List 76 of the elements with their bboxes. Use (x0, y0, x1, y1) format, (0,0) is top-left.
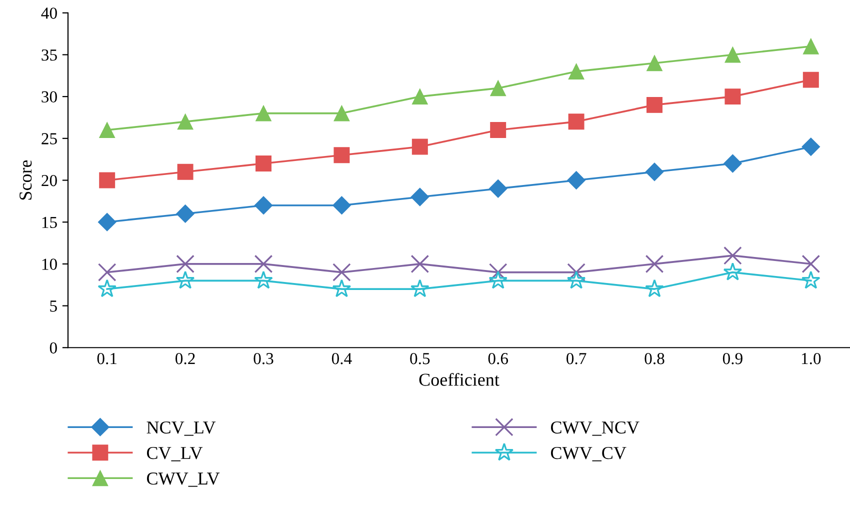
point (645, 162, 664, 182)
point (646, 96, 662, 113)
point (410, 254, 430, 274)
point (254, 196, 273, 215)
point (254, 254, 273, 274)
point (802, 138, 820, 156)
y-tick-label: 25 (42, 133, 57, 144)
point (99, 122, 116, 138)
point (334, 105, 350, 122)
x-tick-label: 0.4 (332, 352, 352, 364)
point (412, 138, 428, 155)
point (334, 147, 350, 164)
y-axis-title: Score (20, 160, 32, 200)
y-tick-label: 5 (50, 300, 57, 312)
point (488, 179, 508, 198)
y-tick-label: 0 (50, 342, 57, 354)
point (98, 263, 116, 282)
point (802, 38, 819, 54)
y-tick-label: 10 (42, 258, 57, 270)
point (177, 164, 194, 180)
legend-label: CV_LV (146, 446, 203, 462)
point (568, 63, 584, 80)
point (724, 88, 741, 105)
x-axis-title: Coefficient (419, 372, 500, 386)
legend-label: CWV_CV (550, 446, 626, 462)
point (98, 279, 117, 298)
x-tick-label: 0.8 (644, 352, 664, 364)
y-tick-label: 30 (42, 91, 57, 103)
point (802, 254, 820, 274)
point (332, 279, 352, 298)
point (802, 72, 819, 88)
point (256, 156, 272, 172)
point (98, 212, 116, 232)
point (410, 279, 430, 298)
point (410, 188, 430, 206)
legend-label: NCV_LV (146, 421, 216, 436)
point (724, 46, 741, 63)
x-tick-label: 0.5 (410, 352, 430, 364)
point (332, 263, 351, 282)
x-tick-label: 0.7 (566, 352, 586, 364)
x-tick-label: 0.3 (254, 352, 274, 364)
point (488, 263, 508, 282)
point (254, 270, 273, 289)
point (490, 122, 506, 138)
point (332, 196, 351, 215)
y-tick-label: 15 (42, 216, 57, 228)
x-tick-label: 0.2 (176, 352, 195, 364)
point (724, 154, 742, 173)
point (723, 262, 742, 280)
legend-label: CWV_NCV (550, 421, 640, 436)
point (99, 172, 116, 188)
point (256, 105, 272, 122)
point (566, 270, 586, 289)
point (177, 114, 194, 130)
point (724, 246, 742, 265)
x-tick-label: 0.9 (722, 352, 742, 364)
point (176, 254, 194, 274)
point (646, 55, 662, 72)
point (801, 270, 820, 289)
point (568, 114, 584, 130)
y-tick-label: 40 (41, 8, 57, 19)
point (645, 279, 664, 298)
point (645, 254, 664, 274)
x-tick-label: 1.0 (802, 352, 821, 364)
point (567, 171, 586, 190)
x-tick-label: 0.6 (488, 352, 508, 364)
point (176, 204, 194, 223)
legend-label: CWV_LV (146, 472, 220, 487)
point (412, 88, 428, 105)
x-tick-label: 0.1 (97, 352, 117, 364)
point (488, 270, 508, 289)
point (567, 263, 586, 282)
y-tick-label: 35 (42, 49, 57, 61)
point (176, 270, 195, 289)
y-tick-label: 20 (42, 174, 57, 186)
point (490, 80, 506, 96)
